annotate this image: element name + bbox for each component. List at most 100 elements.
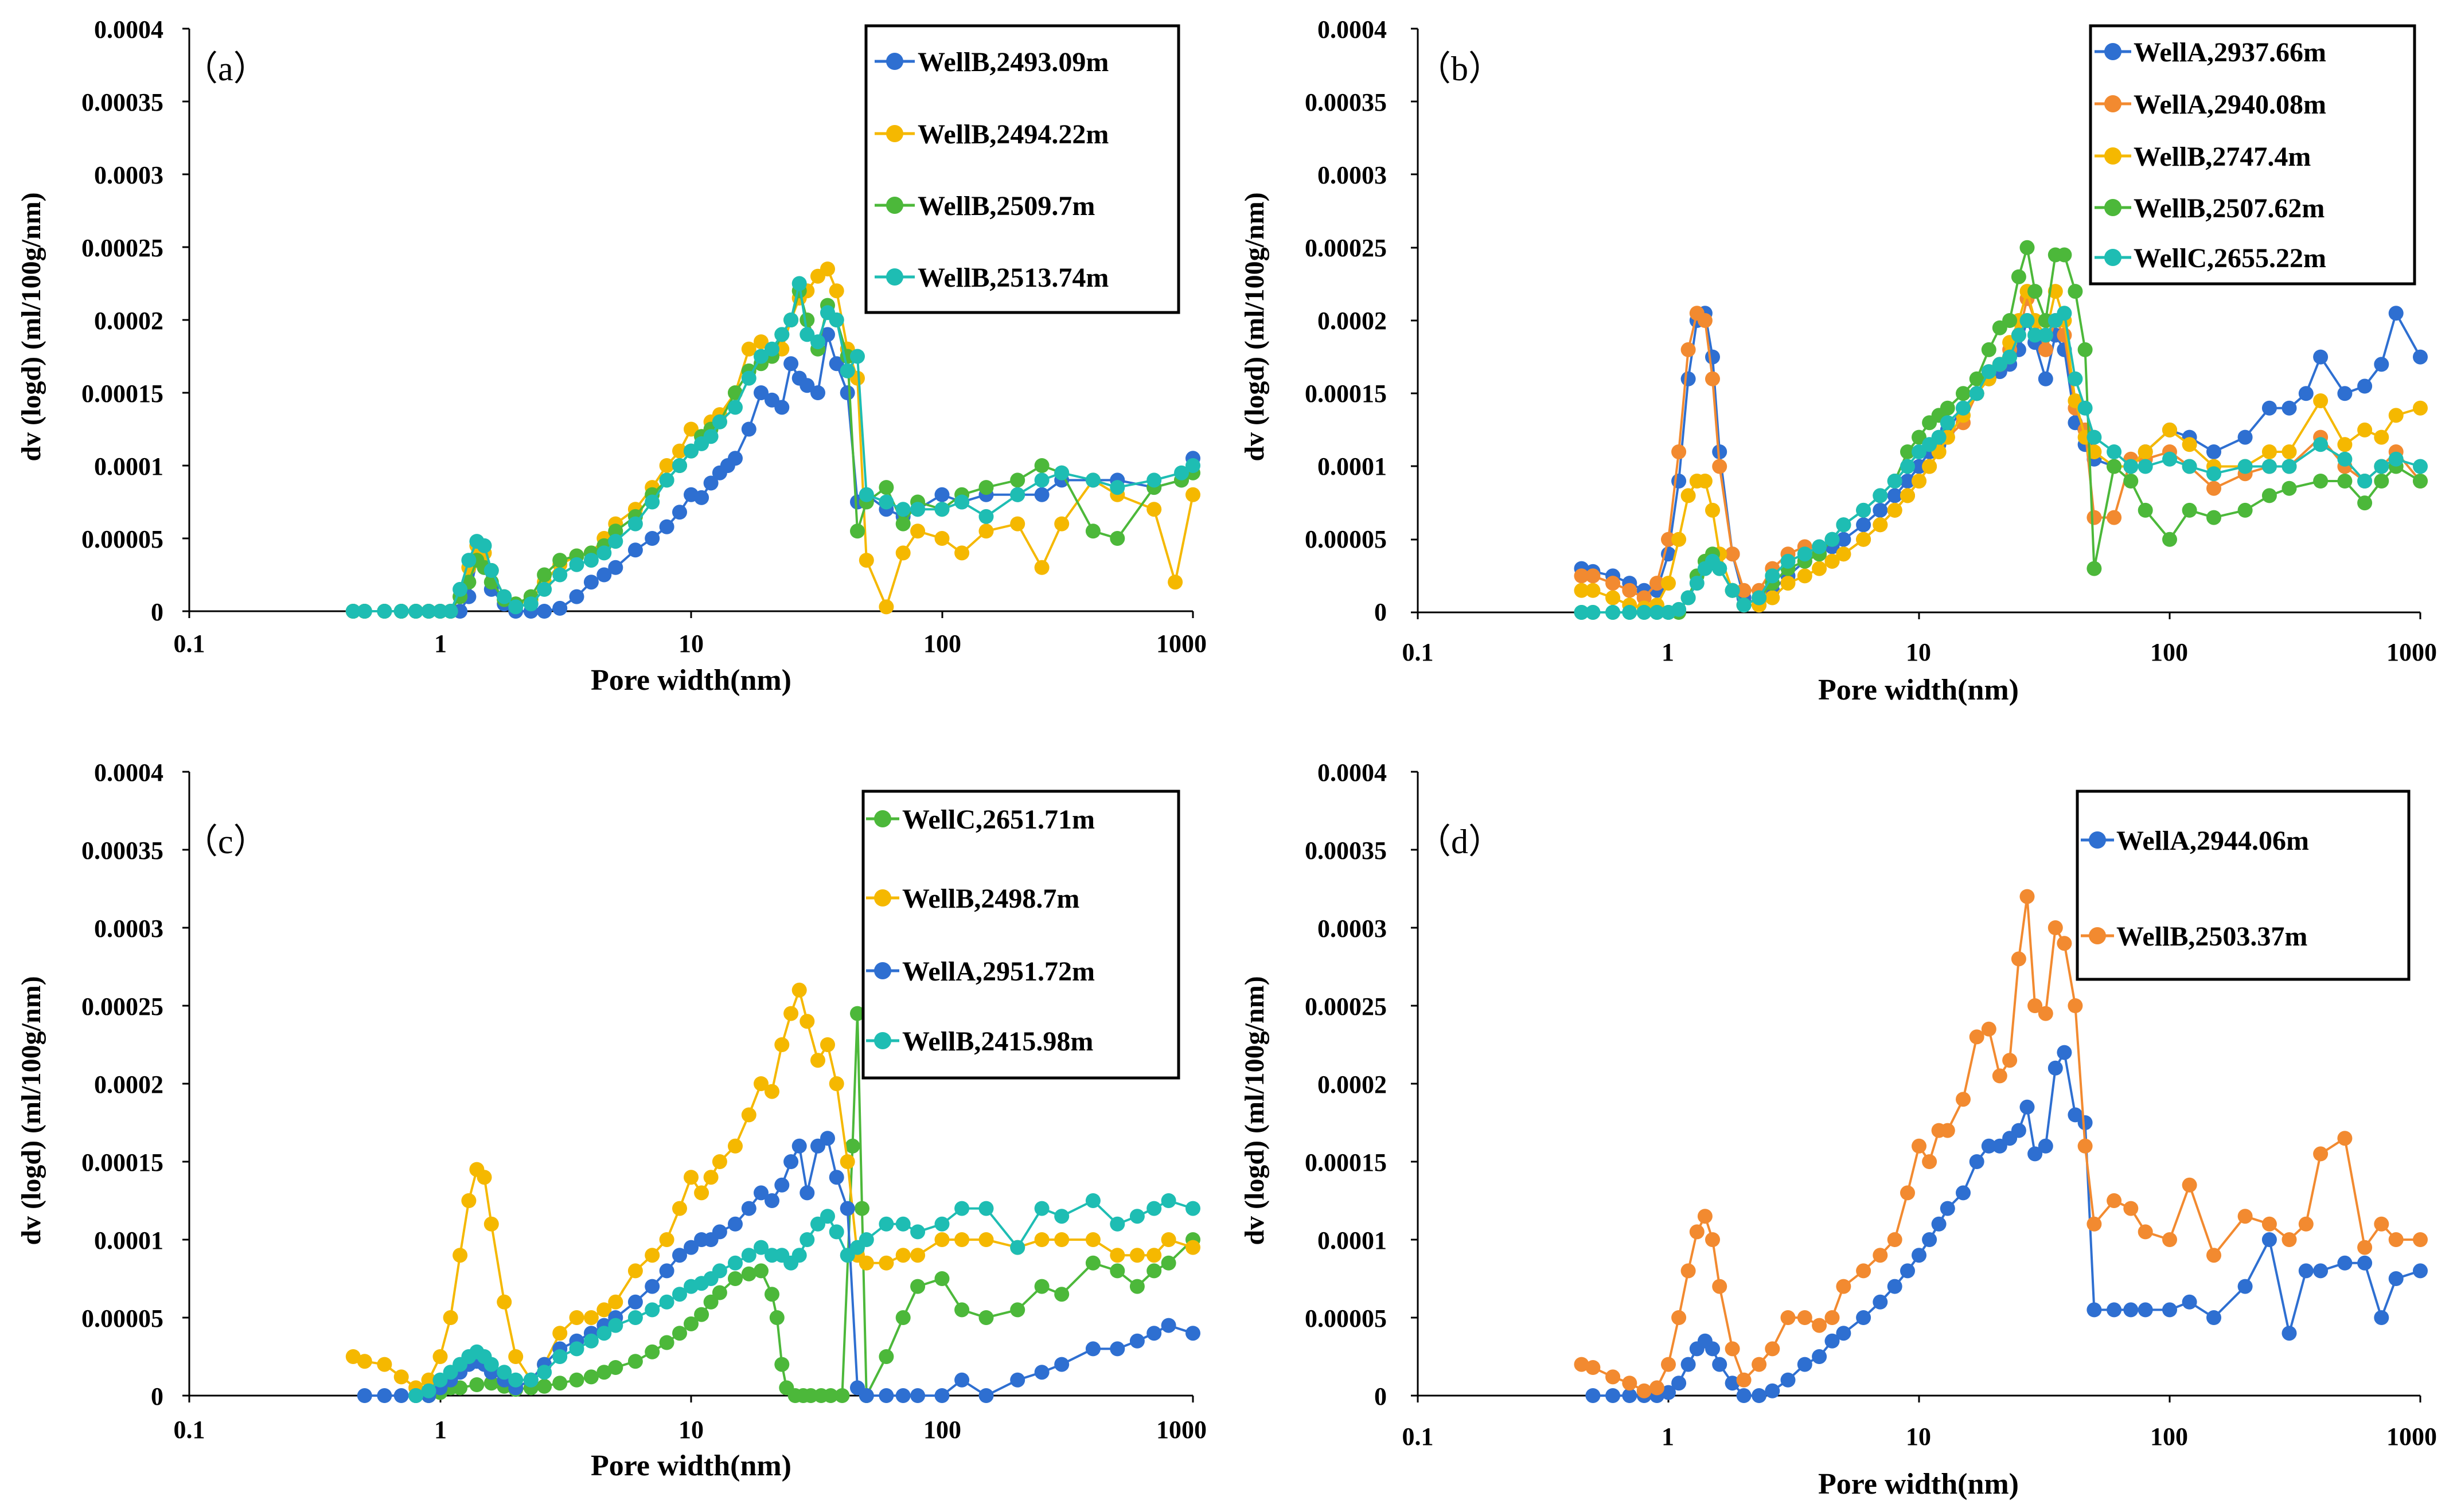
data-point (1680, 342, 1696, 357)
y-tick-labels: 0 0.00005 0.0001 0.00015 0.0002 0.00025 … (1305, 15, 1387, 626)
data-point (1054, 1232, 1070, 1247)
data-point (2057, 1045, 2072, 1060)
data-point (2388, 1232, 2404, 1247)
data-point (1622, 1388, 1637, 1403)
data-point (800, 327, 815, 342)
data-point (1856, 517, 1871, 533)
data-point (537, 581, 552, 597)
data-point (2206, 510, 2221, 525)
y-tick-labels: 0 0.00005 0.0001 0.00015 0.0002 0.00025 … (81, 15, 163, 626)
data-point (552, 1376, 568, 1391)
data-point (855, 1201, 869, 1216)
data-point (741, 370, 756, 386)
data-point (765, 341, 779, 357)
data-point (523, 596, 539, 612)
data-point (1185, 1326, 1200, 1341)
data-point (552, 1326, 568, 1341)
data-point (2337, 451, 2353, 467)
data-point (596, 1365, 612, 1380)
x-tick-label: 1 (1662, 1423, 1674, 1451)
legend-entry: WellB,2415.98m (866, 1026, 1093, 1057)
x-axis-label: Pore width(nm) (1818, 1468, 2019, 1501)
y-tick-label: 0.00035 (81, 88, 163, 116)
data-point (1705, 502, 1720, 518)
legend-marker (874, 1032, 891, 1049)
y-tick-label: 0.0003 (1317, 915, 1387, 943)
data-point (910, 1248, 926, 1263)
plot-area (345, 982, 1200, 1403)
data-point (840, 363, 855, 378)
legend-text: WellC,2655.22m (2134, 243, 2326, 274)
data-point (1636, 605, 1652, 620)
data-point (627, 516, 643, 532)
y-tick-label: 0.0001 (1317, 1226, 1387, 1255)
data-point (552, 600, 568, 616)
data-point (583, 1333, 599, 1349)
legend-marker (886, 125, 903, 142)
data-point (954, 1232, 970, 1247)
data-point (461, 553, 477, 568)
data-point (2388, 306, 2404, 321)
data-point (659, 1335, 674, 1350)
data-point (2206, 1310, 2221, 1325)
data-point (1765, 1383, 1780, 1398)
data-point (1956, 1185, 1971, 1201)
data-point (754, 334, 769, 350)
plot-area (345, 261, 1200, 619)
data-point (1736, 1388, 1752, 1403)
data-point (820, 1209, 835, 1224)
data-point (810, 1053, 825, 1068)
data-point (810, 334, 825, 350)
data-point (627, 1263, 643, 1279)
data-point (627, 1294, 643, 1310)
series-WellC,2655.22m (1574, 306, 2428, 620)
y-axis-label: dv (logd) (ml/100g/nm) (16, 976, 46, 1245)
data-point (728, 1271, 743, 1286)
data-point (2261, 444, 2277, 459)
data-point (1034, 1232, 1050, 1247)
y-tick-label: 0.0003 (94, 915, 163, 943)
data-point (1856, 1310, 1871, 1325)
legend-text: WellB,2503.37m (2116, 921, 2307, 952)
data-point (1574, 1357, 1589, 1372)
data-point (2182, 502, 2197, 518)
data-point (1010, 472, 1025, 488)
data-point (765, 1287, 779, 1302)
data-point (1110, 1341, 1125, 1357)
data-point (627, 1310, 643, 1325)
data-point (754, 1076, 769, 1091)
data-point (1797, 568, 1812, 584)
x-tick-label: 1000 (1156, 630, 1207, 658)
data-point (1752, 590, 1767, 605)
data-point (421, 604, 436, 619)
y-axis-label: dv (logd) (ml/100g/nm) (1239, 192, 1270, 461)
data-point (791, 1138, 807, 1154)
data-point (672, 1326, 687, 1341)
data-point (569, 589, 584, 604)
data-point (672, 458, 687, 473)
data-point (754, 1185, 769, 1201)
y-tick-label: 0.0001 (94, 1226, 163, 1255)
data-point (1146, 1248, 1162, 1263)
axes (1411, 771, 2421, 1402)
data-point (2374, 429, 2389, 445)
legend-text: WellB,2747.4m (2134, 142, 2311, 172)
data-point (2337, 1255, 2353, 1271)
data-point (1900, 1263, 1915, 1279)
data-point (2206, 444, 2221, 459)
data-point (2162, 451, 2177, 467)
legend-entry: WellB,2513.74m (875, 263, 1109, 293)
data-point (2027, 284, 2043, 299)
data-point (483, 562, 499, 578)
data-point (2019, 313, 2035, 328)
data-point (2413, 1263, 2428, 1279)
legend-entry: WellB,2493.09m (875, 47, 1109, 77)
data-point (978, 1232, 994, 1247)
data-point (2237, 459, 2253, 474)
data-point (820, 1131, 835, 1146)
data-point (2313, 1263, 2329, 1279)
data-point (1856, 1263, 1871, 1279)
data-point (783, 1154, 799, 1169)
data-point (2413, 459, 2428, 474)
